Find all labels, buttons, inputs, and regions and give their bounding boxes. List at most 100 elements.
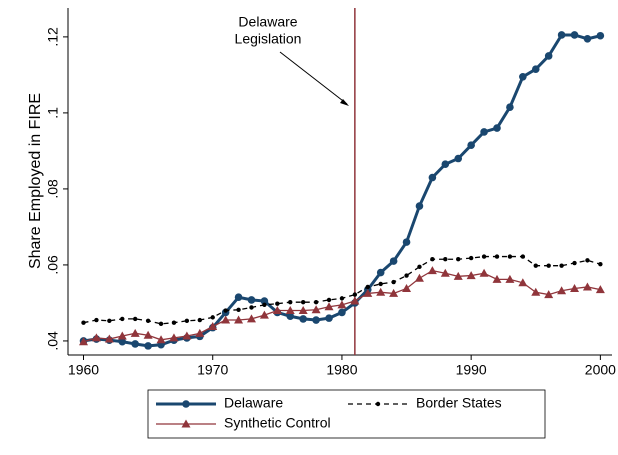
point [104, 334, 114, 343]
y-tick-label: .1 [45, 107, 61, 119]
point [184, 318, 190, 323]
x-tick-label: 1960 [68, 362, 99, 378]
point [404, 273, 409, 278]
point [544, 290, 554, 299]
point [533, 263, 538, 268]
y-tick-label: .04 [45, 331, 61, 351]
point [506, 103, 514, 111]
point [389, 288, 399, 297]
point [132, 316, 138, 322]
point [596, 31, 605, 40]
point [414, 273, 424, 282]
point [236, 307, 241, 312]
point [365, 284, 370, 290]
point [507, 254, 513, 259]
point [313, 299, 319, 305]
point [246, 314, 256, 323]
point [325, 314, 333, 322]
point [117, 331, 127, 340]
point [91, 333, 101, 342]
point [145, 318, 151, 323]
point [299, 315, 307, 323]
point [415, 202, 424, 210]
point [391, 279, 396, 285]
point [223, 308, 228, 313]
point [107, 318, 112, 323]
point [570, 283, 580, 292]
point [312, 316, 320, 324]
point [546, 263, 551, 268]
point [143, 330, 153, 339]
point [120, 316, 125, 322]
point [440, 268, 450, 277]
point [375, 401, 381, 407]
point [298, 306, 308, 315]
point [259, 310, 269, 319]
y-tick-label: .06 [45, 255, 61, 275]
point [197, 317, 203, 323]
point [544, 52, 553, 60]
point [272, 306, 282, 315]
legend-label: Delaware [224, 395, 283, 411]
annotation-arrow [279, 51, 348, 105]
point [195, 328, 205, 337]
legend-label: Border States [416, 395, 502, 411]
y-tick-label: .12 [45, 27, 61, 47]
point [285, 306, 295, 315]
legend-box [147, 389, 546, 439]
y-tick-label: .08 [45, 179, 61, 199]
point [169, 333, 179, 342]
point [182, 331, 192, 340]
point [156, 335, 166, 344]
point [363, 288, 373, 297]
point [337, 300, 347, 309]
point [260, 297, 269, 305]
point [221, 315, 231, 324]
point [481, 254, 487, 259]
x-tick-label: 2000 [585, 362, 616, 378]
point [417, 264, 422, 270]
point [531, 65, 540, 73]
point [262, 302, 267, 308]
point [430, 257, 435, 262]
point [182, 400, 190, 408]
point [582, 282, 592, 291]
point [557, 31, 566, 39]
point [234, 315, 244, 324]
point [441, 160, 450, 169]
point [467, 141, 475, 150]
point [494, 254, 500, 259]
y-axis-title: Share Employed in FIRE [27, 93, 44, 269]
point [443, 257, 448, 262]
point [480, 128, 488, 136]
point [454, 154, 463, 163]
point [493, 124, 501, 132]
annotation-line: Legislation [235, 31, 302, 47]
point [234, 293, 243, 302]
point [453, 271, 463, 280]
point [559, 263, 564, 268]
point [428, 173, 437, 182]
point [338, 308, 346, 317]
point [352, 292, 358, 297]
point [326, 297, 332, 303]
point [131, 340, 139, 348]
point [557, 286, 567, 295]
point [158, 321, 164, 327]
point [286, 312, 295, 321]
point [171, 320, 177, 325]
point [520, 254, 526, 259]
point [378, 281, 383, 287]
legend-label: Synthetic Control [224, 415, 331, 431]
point [210, 315, 215, 320]
point [324, 302, 334, 311]
point [427, 266, 437, 275]
point [531, 287, 541, 296]
point [466, 271, 476, 280]
annotation-arrowhead [340, 99, 349, 106]
point [583, 34, 592, 43]
point [518, 278, 528, 287]
point [468, 255, 474, 261]
point [144, 342, 152, 350]
